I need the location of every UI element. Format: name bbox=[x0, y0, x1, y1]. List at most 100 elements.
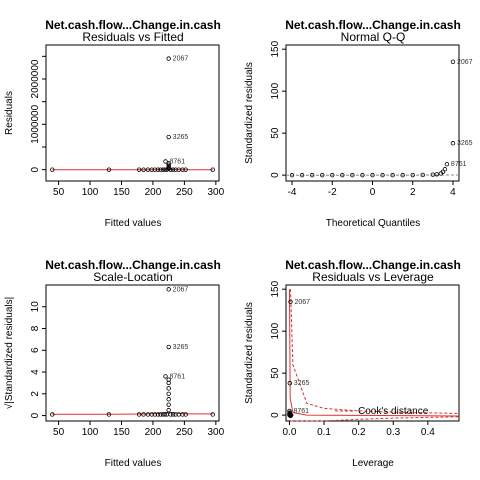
y-tick-label: 8 bbox=[30, 325, 41, 331]
y-tick-label: 2 bbox=[30, 391, 41, 397]
point bbox=[180, 412, 185, 417]
point bbox=[166, 407, 171, 413]
point-label: 3265 bbox=[294, 380, 310, 387]
x-tick-label: 0.1 bbox=[317, 427, 331, 438]
point bbox=[155, 412, 161, 417]
point bbox=[166, 344, 171, 350]
y-axis-label: Standardized residuals bbox=[244, 302, 255, 404]
panel-title: Net.cash.flow...Change.in.cash bbox=[285, 18, 461, 32]
y-tick-label: 0 bbox=[270, 412, 281, 418]
x-axis-label: Leverage bbox=[352, 458, 394, 469]
panel: Net.cash.flow...Change.in.cashScale-Loca… bbox=[3, 258, 225, 469]
point bbox=[400, 172, 405, 178]
panel-subtitle: Normal Q-Q bbox=[341, 30, 406, 44]
x-axis-label: Fitted values bbox=[105, 218, 162, 229]
y-tick-label: 0 bbox=[30, 166, 41, 172]
point bbox=[287, 381, 293, 386]
y-axis-label: Residuals bbox=[4, 91, 15, 135]
y-tick-label: 2000000 bbox=[30, 59, 41, 98]
plot-frame bbox=[45, 44, 220, 182]
point bbox=[370, 172, 375, 178]
x-tick-label: 0.2 bbox=[352, 427, 366, 438]
point bbox=[288, 299, 293, 304]
point bbox=[450, 141, 456, 146]
point bbox=[380, 172, 385, 178]
point bbox=[166, 402, 171, 407]
point bbox=[50, 167, 55, 172]
y-tick-label: 50 bbox=[270, 367, 281, 379]
point bbox=[50, 412, 55, 417]
plot-frame bbox=[285, 284, 460, 422]
y-tick-label: 150 bbox=[270, 40, 281, 57]
point bbox=[152, 412, 158, 417]
point bbox=[155, 167, 161, 172]
point-label: 8761 bbox=[451, 161, 467, 168]
fit-line bbox=[290, 289, 460, 414]
point bbox=[149, 412, 154, 417]
point bbox=[173, 167, 178, 172]
x-tick-label: 300 bbox=[208, 427, 225, 438]
x-tick-label: 250 bbox=[176, 427, 193, 438]
y-axis-label: Standardized residuals bbox=[244, 62, 255, 164]
point-label: 8761 bbox=[170, 159, 186, 166]
y-tick-label: 4 bbox=[30, 369, 41, 375]
point bbox=[430, 172, 436, 177]
y-tick-label: 100 bbox=[270, 322, 281, 339]
point bbox=[309, 172, 315, 178]
point bbox=[180, 167, 185, 172]
point bbox=[106, 412, 112, 417]
x-axis-label: Fitted values bbox=[105, 458, 162, 469]
point bbox=[210, 167, 215, 172]
panel-title: Net.cash.flow...Change.in.cash bbox=[45, 258, 221, 272]
y-tick-label: 100 bbox=[270, 82, 281, 99]
x-tick-label: 100 bbox=[82, 427, 99, 438]
panel-subtitle: Residuals vs Fitted bbox=[82, 30, 183, 44]
point bbox=[442, 167, 448, 172]
plot-frame bbox=[45, 284, 220, 422]
point bbox=[106, 167, 112, 172]
x-tick-label: 0 bbox=[370, 187, 376, 198]
panel-title: Net.cash.flow...Change.in.cash bbox=[285, 258, 461, 272]
point bbox=[166, 162, 171, 167]
plot-frame bbox=[285, 44, 460, 182]
fit-line bbox=[290, 416, 460, 422]
point bbox=[163, 159, 168, 164]
point bbox=[210, 412, 215, 417]
x-tick-label: 4 bbox=[450, 187, 456, 198]
point-label: 2067 bbox=[173, 286, 189, 293]
point bbox=[166, 287, 171, 292]
x-tick-label: 200 bbox=[145, 427, 162, 438]
point bbox=[136, 167, 142, 172]
x-tick-label: 150 bbox=[113, 187, 130, 198]
x-tick-label: 200 bbox=[145, 187, 162, 198]
point bbox=[340, 172, 345, 178]
x-tick-label: -2 bbox=[328, 187, 337, 198]
panel-title: Net.cash.flow...Change.in.cash bbox=[45, 18, 221, 32]
point-label: 3265 bbox=[173, 344, 189, 351]
panel-subtitle: Scale-Location bbox=[93, 270, 172, 284]
point bbox=[390, 172, 395, 178]
point bbox=[166, 56, 171, 61]
y-tick-label: 150 bbox=[270, 280, 281, 297]
point bbox=[287, 408, 292, 414]
x-tick-label: 0.0 bbox=[283, 427, 297, 438]
x-tick-label: 150 bbox=[113, 427, 130, 438]
y-tick-label: 50 bbox=[270, 127, 281, 139]
x-tick-label: 2 bbox=[410, 187, 416, 198]
point bbox=[168, 167, 173, 172]
x-tick-label: 50 bbox=[53, 187, 65, 198]
x-tick-label: -4 bbox=[288, 187, 297, 198]
point bbox=[173, 412, 178, 417]
point bbox=[166, 397, 171, 402]
point bbox=[330, 172, 335, 178]
point bbox=[158, 167, 163, 172]
point bbox=[299, 172, 305, 178]
x-tick-label: 50 bbox=[53, 427, 65, 438]
y-tick-label: 0 bbox=[270, 172, 281, 178]
point bbox=[450, 59, 456, 64]
y-axis-label: √|Standardized residuals| bbox=[3, 297, 15, 409]
point bbox=[166, 163, 171, 169]
point bbox=[141, 412, 146, 417]
